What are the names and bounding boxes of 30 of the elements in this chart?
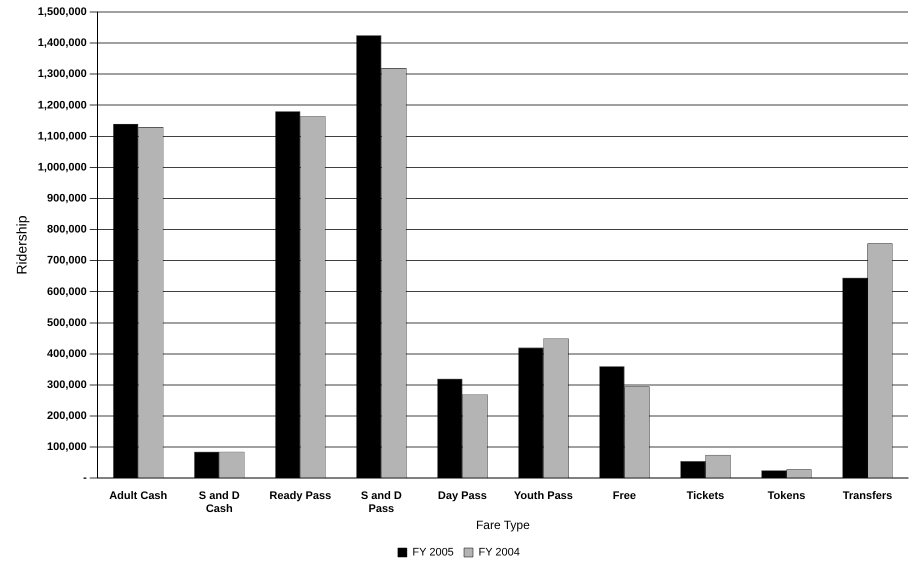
y-axis-title: Ridership	[13, 215, 30, 275]
x-tick-label: Tokens	[768, 490, 806, 502]
y-tick-label: 1,500,000	[38, 6, 87, 18]
legend-label: FY 2005	[412, 546, 454, 559]
y-tick-label: 300,000	[46, 378, 87, 391]
y-tick-label: 1,200,000	[38, 99, 87, 112]
x-axis-title: Fare Type	[476, 518, 530, 532]
y-tick-label: 900,000	[46, 192, 87, 205]
y-tick-label: 400,000	[46, 348, 87, 360]
x-tick-label: Tickets	[686, 490, 724, 502]
legend-label: FY 2004	[478, 546, 520, 559]
x-tick-label: Ready Pass	[269, 490, 332, 502]
x-tick-label: Free	[612, 490, 636, 502]
y-tick-label: 800,000	[46, 224, 87, 236]
y-tick-label: 700,000	[46, 254, 87, 267]
y-tick-label: 600,000	[46, 286, 87, 298]
x-tick-label: Youth Pass	[514, 490, 573, 502]
y-tick-label: 1,400,000	[38, 37, 87, 50]
y-tick-label: 500,000	[46, 316, 87, 329]
x-tick-label: S and D Pass	[360, 490, 402, 516]
y-tick-label: 1,300,000	[38, 68, 87, 80]
y-tick-label: 1,100,000	[38, 130, 87, 142]
y-tick-label: 1,000,000	[38, 161, 87, 174]
x-tick-label: S and D Cash	[198, 490, 240, 516]
x-tick-label: Day Pass	[438, 490, 487, 502]
y-tick-label: 200,000	[46, 410, 87, 422]
x-tick-label: Transfers	[842, 490, 892, 502]
x-tick-label: Adult Cash	[109, 490, 168, 502]
y-tick-label: 100,000	[46, 441, 87, 454]
y-tick-label: -	[83, 472, 88, 484]
